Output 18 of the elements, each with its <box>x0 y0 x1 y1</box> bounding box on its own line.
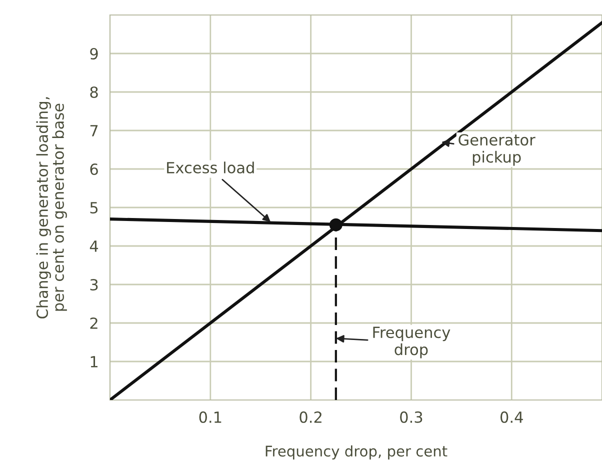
y-tick-label: 4 <box>90 240 98 252</box>
annotation: Excess load <box>167 162 254 174</box>
x-tick-label: 0.1 <box>199 411 222 423</box>
y-tick-label: 1 <box>90 356 98 368</box>
annotation: Frequency drop <box>373 326 450 358</box>
y-tick-label: 6 <box>90 163 98 176</box>
x-tick-label: 0.3 <box>400 411 422 423</box>
x-tick-label: 0.2 <box>300 411 322 423</box>
y-tick-label: 2 <box>90 317 98 329</box>
y-tick-label: 5 <box>90 202 98 214</box>
x-axis-title: Frequency drop, per cent <box>266 445 448 460</box>
y-tick-label: 9 <box>90 48 98 60</box>
y-tick-label: 8 <box>90 86 98 98</box>
x-tick-label: 0.4 <box>500 411 523 423</box>
y-axis-title: Change in generator loading, per cent on generator base <box>36 97 67 318</box>
y-tick-label: 7 <box>90 125 98 136</box>
y-tick-label: 3 <box>90 278 98 291</box>
annotation: Generator pickup <box>458 134 536 166</box>
